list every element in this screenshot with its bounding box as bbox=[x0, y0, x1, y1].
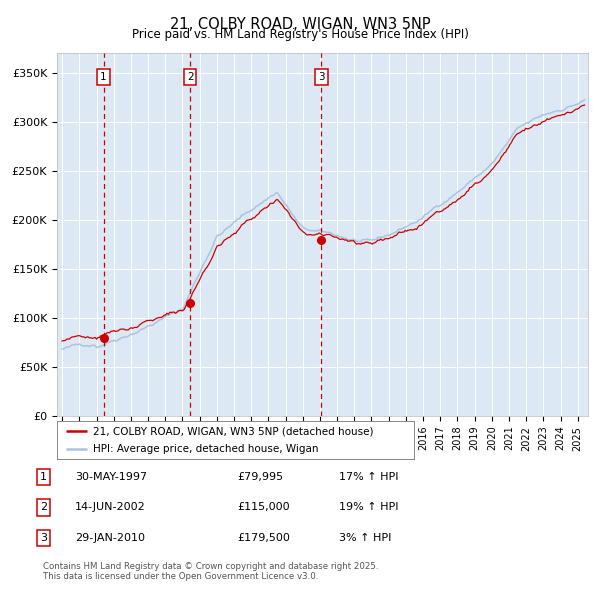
Text: 21, COLBY ROAD, WIGAN, WN3 5NP (detached house): 21, COLBY ROAD, WIGAN, WN3 5NP (detached… bbox=[92, 426, 373, 436]
Text: 3: 3 bbox=[318, 72, 325, 81]
Text: 2: 2 bbox=[187, 72, 193, 81]
Text: 14-JUN-2002: 14-JUN-2002 bbox=[75, 503, 146, 512]
Text: 3% ↑ HPI: 3% ↑ HPI bbox=[339, 533, 391, 543]
Text: 17% ↑ HPI: 17% ↑ HPI bbox=[339, 472, 398, 481]
Text: Contains HM Land Registry data © Crown copyright and database right 2025.: Contains HM Land Registry data © Crown c… bbox=[43, 562, 379, 571]
Text: This data is licensed under the Open Government Licence v3.0.: This data is licensed under the Open Gov… bbox=[43, 572, 319, 581]
Text: 1: 1 bbox=[40, 472, 47, 481]
Text: 2: 2 bbox=[40, 503, 47, 512]
Text: HPI: Average price, detached house, Wigan: HPI: Average price, detached house, Wiga… bbox=[92, 444, 318, 454]
Text: 1: 1 bbox=[100, 72, 107, 81]
Text: 21, COLBY ROAD, WIGAN, WN3 5NP: 21, COLBY ROAD, WIGAN, WN3 5NP bbox=[170, 17, 430, 31]
Text: £179,500: £179,500 bbox=[237, 533, 290, 543]
Text: £79,995: £79,995 bbox=[237, 472, 283, 481]
Text: Price paid vs. HM Land Registry's House Price Index (HPI): Price paid vs. HM Land Registry's House … bbox=[131, 28, 469, 41]
Text: 30-MAY-1997: 30-MAY-1997 bbox=[75, 472, 147, 481]
Text: £115,000: £115,000 bbox=[237, 503, 290, 512]
Text: 29-JAN-2010: 29-JAN-2010 bbox=[75, 533, 145, 543]
Text: 3: 3 bbox=[40, 533, 47, 543]
Text: 19% ↑ HPI: 19% ↑ HPI bbox=[339, 503, 398, 512]
